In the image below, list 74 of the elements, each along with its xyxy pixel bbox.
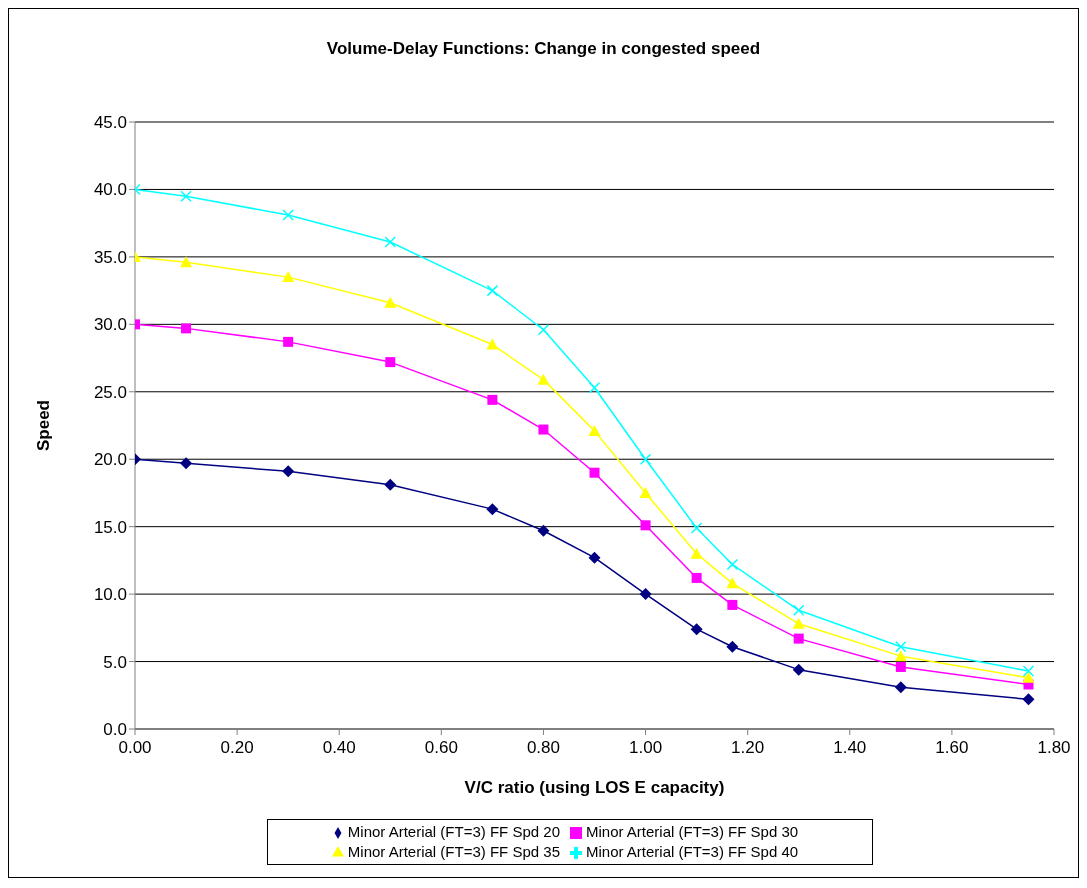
- point: [283, 336, 294, 347]
- point: [792, 604, 805, 617]
- point: [1022, 693, 1035, 706]
- y-tick-label: 35.0: [93, 247, 127, 267]
- x-tick-label: 0.80: [526, 738, 560, 758]
- x-tick-label: 1.00: [629, 738, 663, 758]
- point: [895, 661, 906, 672]
- x-tick-label: 0.40: [322, 738, 356, 758]
- y-tick-label: 0.0: [103, 720, 127, 740]
- y-tick-label: 25.0: [93, 382, 127, 402]
- point: [282, 209, 294, 221]
- point: [384, 478, 397, 491]
- point: [537, 323, 550, 336]
- point: [1022, 671, 1035, 683]
- point: [588, 551, 601, 564]
- x-tick-label: 0.20: [220, 738, 254, 758]
- y-tick-label: 15.0: [93, 517, 127, 537]
- point: [589, 467, 600, 478]
- point: [639, 588, 652, 601]
- y-tick-label: 40.0: [93, 180, 127, 200]
- y-tick-label: 20.0: [93, 450, 127, 470]
- point: [691, 572, 702, 583]
- legend-label: Minor Arterial (FT=3) FF Spd 30: [586, 823, 799, 840]
- point: [486, 338, 499, 350]
- point: [690, 522, 703, 534]
- point: [792, 663, 805, 676]
- point: [538, 424, 549, 435]
- point: [180, 457, 193, 470]
- point: [487, 394, 498, 405]
- point: [282, 271, 295, 283]
- chart-title: Volume-Delay Functions: Change in congested speed: [325, 39, 762, 59]
- point: [1022, 665, 1035, 677]
- point: [727, 599, 738, 610]
- point: [385, 357, 396, 368]
- legend-label: Minor Arterial (FT=3) FF Spd 20: [347, 823, 560, 840]
- x-tick-label: 0.00: [118, 738, 152, 758]
- point: [726, 558, 739, 571]
- point: [894, 681, 907, 694]
- point: [588, 381, 601, 394]
- point: [588, 424, 601, 436]
- point: [537, 373, 550, 385]
- point: [640, 520, 651, 531]
- point: [486, 284, 499, 297]
- point: [282, 465, 295, 478]
- x-tick-label: 1.80: [1037, 738, 1071, 758]
- point: [180, 190, 192, 202]
- x-tick-label: 1.40: [833, 738, 867, 758]
- point: [792, 617, 805, 629]
- point: [537, 524, 550, 537]
- point: [384, 296, 397, 308]
- point: [793, 633, 804, 644]
- legend-label: Minor Arterial (FT=3) FF Spd 40: [586, 843, 799, 860]
- y-tick-label: 45.0: [93, 113, 127, 133]
- point: [895, 640, 907, 653]
- y-axis-title: Speed: [34, 399, 54, 452]
- point: [181, 323, 192, 334]
- x-tick-label: 1.20: [731, 738, 765, 758]
- y-tick-label: 10.0: [93, 585, 127, 605]
- point: [180, 256, 193, 268]
- point: [486, 503, 499, 516]
- point: [639, 486, 652, 498]
- legend-label: Minor Arterial (FT=3) FF Spd 35: [347, 843, 560, 860]
- y-tick-label: 30.0: [93, 315, 127, 335]
- y-tick-label: 5.0: [103, 652, 127, 672]
- x-tick-label: 1.60: [935, 738, 969, 758]
- point: [726, 577, 739, 589]
- x-tick-label: 0.60: [424, 738, 458, 758]
- point: [639, 453, 652, 465]
- point: [894, 650, 907, 662]
- point: [690, 547, 703, 559]
- point: [726, 640, 739, 653]
- point: [690, 623, 703, 636]
- point: [384, 236, 397, 248]
- x-axis-title: V/C ratio (using LOS E capacity): [464, 778, 725, 798]
